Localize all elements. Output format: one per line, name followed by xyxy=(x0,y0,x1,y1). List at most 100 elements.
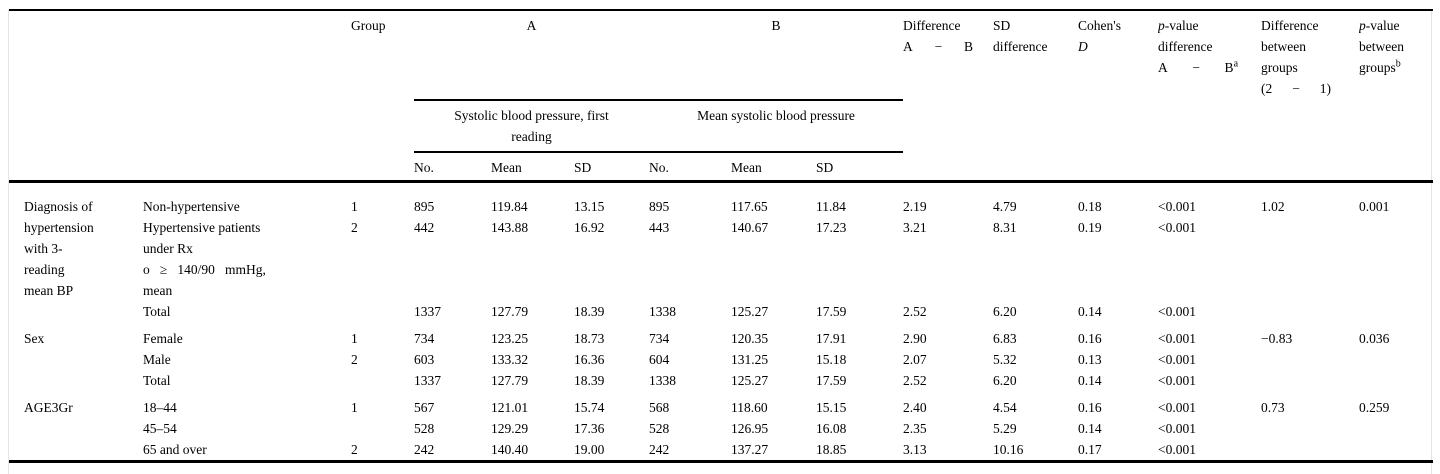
table-row: AGE3Gr 18–44 1 567 121.01 15.74 568 118.60 15.15… xyxy=(9,391,1433,418)
table-row: Sex Female 1 734 123.25 18.73 734 120.35 17.91 2.… xyxy=(9,322,1433,349)
value-cell: 15.15 xyxy=(816,399,847,415)
header-difference-a-b: Difference A − B xyxy=(903,10,993,181)
table-row: Total 1337 127.79 18.39 1338 125.27 17.59 2.52 6… xyxy=(9,301,1433,322)
value-cell: 18.73 xyxy=(574,330,605,346)
value-cell: 16.08 xyxy=(816,420,847,436)
statistics-table: Group A B Difference A − B SD difference C… xyxy=(9,9,1434,463)
value-cell: 143.88 xyxy=(491,219,529,235)
value-cell: 118.60 xyxy=(731,399,768,415)
header-a-no: No. xyxy=(414,151,491,181)
table-row: 45–54 528 129.29 17.36 528 126.95 16.08 2.35 5.2… xyxy=(9,418,1433,439)
header-b-mean: Mean xyxy=(731,151,816,181)
value-cell xyxy=(1261,370,1359,391)
group-cell: 1 xyxy=(351,330,358,346)
value-cell: 0.18 xyxy=(1078,198,1102,214)
value-cell: 18.85 xyxy=(816,441,847,457)
value-cell xyxy=(1359,418,1433,439)
paper-page: Group A B Difference A − B SD difference C… xyxy=(8,9,1434,474)
value-cell: 133.32 xyxy=(491,351,529,367)
value-cell: 528 xyxy=(414,420,435,436)
header-p-value-between-groups: p-value between groupsb xyxy=(1359,18,1404,75)
table-row: Male 2 603 133.32 16.36 604 131.25 15.18 2.07 5.3… xyxy=(9,349,1433,370)
section-label-cell: AGE3Gr xyxy=(24,399,73,415)
value-cell: 0.73 xyxy=(1261,399,1285,415)
value-cell xyxy=(1359,439,1433,462)
value-cell: 16.92 xyxy=(574,219,605,235)
value-cell: 0.14 xyxy=(1078,303,1102,319)
value-cell: 0.259 xyxy=(1359,399,1390,415)
value-cell: 1.02 xyxy=(1261,198,1285,214)
value-cell: 17.91 xyxy=(816,330,847,346)
value-cell xyxy=(1261,301,1359,322)
category-cell: Male xyxy=(143,351,171,367)
value-cell: 895 xyxy=(649,198,670,214)
value-cell: 5.29 xyxy=(993,420,1017,436)
value-cell xyxy=(1359,217,1433,301)
header-b-sd: SD xyxy=(816,151,904,181)
value-cell: 4.79 xyxy=(993,198,1017,214)
value-cell: 119.84 xyxy=(491,198,528,214)
value-cell: 3.13 xyxy=(903,441,927,457)
value-cell: 6.20 xyxy=(993,303,1017,319)
value-cell: 121.01 xyxy=(491,399,529,415)
value-cell: 15.18 xyxy=(816,351,847,367)
value-cell: 0.14 xyxy=(1078,372,1102,388)
value-cell: 17.23 xyxy=(816,219,847,235)
value-cell: 125.27 xyxy=(731,303,769,319)
value-cell: <0.001 xyxy=(1158,198,1197,214)
value-cell: 123.25 xyxy=(491,330,529,346)
header-row-top: Group A B Difference A − B SD difference C… xyxy=(9,10,1433,100)
group-cell: 2 xyxy=(351,441,358,457)
table-body: Diagnosis of hypertension with 3- readin… xyxy=(9,181,1433,461)
value-cell xyxy=(1261,439,1359,462)
group-cell xyxy=(351,418,414,439)
value-cell: 1338 xyxy=(649,372,676,388)
header-2-minus-1: (2−1) xyxy=(1261,81,1332,96)
header-a-minus-b: A − B xyxy=(903,39,973,54)
value-cell: <0.001 xyxy=(1158,330,1197,346)
header-sd-difference: SD difference xyxy=(993,18,1048,54)
value-cell: <0.001 xyxy=(1158,351,1197,367)
table-header: Group A B Difference A − B SD difference C… xyxy=(9,10,1434,181)
value-cell: 120.35 xyxy=(731,330,769,346)
value-cell xyxy=(1261,217,1359,301)
value-cell: 117.65 xyxy=(731,198,768,214)
value-cell: 568 xyxy=(649,399,670,415)
value-cell: 2.35 xyxy=(903,420,927,436)
header-a-spanner: Systolic blood pressure, first reading xyxy=(414,99,649,152)
value-cell: 0.16 xyxy=(1078,330,1102,346)
value-cell: 0.001 xyxy=(1359,198,1390,214)
value-cell: <0.001 xyxy=(1158,219,1197,235)
category-cell: Total xyxy=(143,303,171,319)
category-cell: 65 and over xyxy=(143,441,207,457)
value-cell xyxy=(1261,349,1359,370)
value-cell: 442 xyxy=(414,219,435,235)
value-cell: 129.29 xyxy=(491,420,529,436)
table-row: Total 1337 127.79 18.39 1338 125.27 17.59 2.52 6… xyxy=(9,370,1433,391)
value-cell: 242 xyxy=(414,441,435,457)
value-cell: 140.67 xyxy=(731,219,769,235)
header-empty-category xyxy=(143,10,351,181)
value-cell: 0.19 xyxy=(1078,219,1102,235)
value-cell: 3.21 xyxy=(903,219,927,235)
category-cell: Female xyxy=(143,330,183,346)
value-cell: 140.40 xyxy=(491,441,529,457)
header-empty-label xyxy=(9,10,143,181)
value-cell: 17.59 xyxy=(816,372,847,388)
value-cell: 126.95 xyxy=(731,420,769,436)
value-cell xyxy=(1359,370,1433,391)
value-cell: 16.36 xyxy=(574,351,605,367)
value-cell xyxy=(1261,418,1359,439)
value-cell xyxy=(1359,349,1433,370)
value-cell: <0.001 xyxy=(1158,303,1197,319)
value-cell: 6.83 xyxy=(993,330,1017,346)
value-cell: 13.15 xyxy=(574,198,605,214)
header-a: A xyxy=(526,18,537,33)
header-group: Group xyxy=(351,18,386,33)
category-cell: Non-hypertensive xyxy=(143,198,240,214)
value-cell: 2.19 xyxy=(903,198,927,214)
group-cell: 1 xyxy=(351,198,358,214)
value-cell: 0.14 xyxy=(1078,420,1102,436)
value-cell: 2.40 xyxy=(903,399,927,415)
value-cell: 567 xyxy=(414,399,435,415)
